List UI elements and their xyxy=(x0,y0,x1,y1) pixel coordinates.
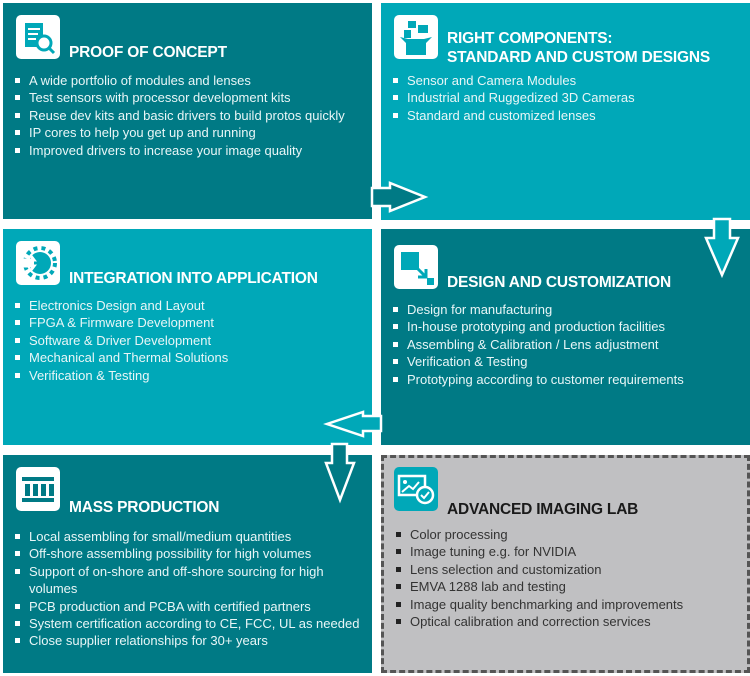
list-item: Verification & Testing xyxy=(14,367,228,384)
list-item: PCB production and PCBA with certified p… xyxy=(14,598,372,615)
list-item: Improved drivers to increase your image … xyxy=(14,142,345,159)
bullet-list: A wide portfolio of modules and lenses T… xyxy=(14,72,345,159)
list-item: Support of on-shore and off-shore sourci… xyxy=(14,563,372,598)
bullet-list: Electronics Design and Layout FPGA & Fir… xyxy=(14,297,228,384)
panel-title: ADVANCED IMAGING LAB xyxy=(447,501,639,518)
list-item: Sensor and Camera Modules xyxy=(392,72,635,89)
bullet-list: Color processing Image tuning e.g. for N… xyxy=(395,526,683,630)
list-item: Color processing xyxy=(395,526,683,543)
panel-title: RIGHT COMPONENTS: STANDARD AND CUSTOM DES… xyxy=(447,29,710,67)
list-item: Assembling & Calibration / Lens adjustme… xyxy=(392,336,684,353)
list-item: Software & Driver Development xyxy=(14,332,228,349)
list-item: Mechanical and Thermal Solutions xyxy=(14,349,228,366)
bullet-list: Local assembling for small/medium quanti… xyxy=(14,528,372,650)
bullet-list: Sensor and Camera Modules Industrial and… xyxy=(392,72,635,124)
title-line: STANDARD AND CUSTOM DESIGNS xyxy=(447,49,710,66)
list-item: Image tuning e.g. for NVIDIA xyxy=(395,543,683,560)
panel-proof-of-concept: PROOF OF CONCEPT A wide portfolio of mod… xyxy=(3,3,372,219)
list-item: FPGA & Firmware Development xyxy=(14,314,228,331)
panel-title: MASS PRODUCTION xyxy=(69,499,220,516)
list-item: EMVA 1288 lab and testing xyxy=(395,578,683,595)
list-item: Local assembling for small/medium quanti… xyxy=(14,528,372,545)
panel-advanced-imaging-lab: ADVANCED IMAGING LAB Color processing Im… xyxy=(381,455,750,673)
panel-title: INTEGRATION INTO APPLICATION xyxy=(69,270,318,287)
list-item: Electronics Design and Layout xyxy=(14,297,228,314)
list-item: A wide portfolio of modules and lenses xyxy=(14,72,345,89)
panel-integration: INTEGRATION INTO APPLICATION Electronics… xyxy=(3,229,372,445)
image-certified-icon xyxy=(394,467,438,511)
document-search-icon xyxy=(16,15,60,59)
panel-design-customization: DESIGN AND CUSTOMIZATION Design for manu… xyxy=(381,229,750,445)
list-item: Prototyping according to customer requir… xyxy=(392,371,684,388)
panel-mass-production: MASS PRODUCTION Local assembling for sma… xyxy=(3,455,372,673)
list-item: Test sensors with processor development … xyxy=(14,89,345,106)
gear-plug-icon xyxy=(16,241,60,285)
list-item: Design for manufacturing xyxy=(392,301,684,318)
bullet-list: Design for manufacturing In-house protot… xyxy=(392,301,684,388)
list-item: In-house prototyping and production faci… xyxy=(392,318,684,335)
list-item: Close supplier relationships for 30+ yea… xyxy=(14,632,372,649)
list-item: Standard and customized lenses xyxy=(392,107,635,124)
title-line: RIGHT COMPONENTS: xyxy=(447,30,613,47)
panel-right-components: RIGHT COMPONENTS: STANDARD AND CUSTOM DES… xyxy=(381,3,750,220)
list-item: Lens selection and customization xyxy=(395,561,683,578)
resize-arrow-icon xyxy=(394,245,438,289)
list-item: Verification & Testing xyxy=(392,353,684,370)
list-item: Off-shore assembling possibility for hig… xyxy=(14,545,372,562)
panel-title: DESIGN AND CUSTOMIZATION xyxy=(447,274,671,291)
list-item: Optical calibration and correction servi… xyxy=(395,613,683,630)
box-components-icon xyxy=(394,15,438,59)
production-line-icon xyxy=(16,467,60,511)
list-item: Industrial and Ruggedized 3D Cameras xyxy=(392,89,635,106)
list-item: IP cores to help you get up and running xyxy=(14,124,345,141)
panel-title: PROOF OF CONCEPT xyxy=(69,44,227,61)
list-item: Reuse dev kits and basic drivers to buil… xyxy=(14,107,345,124)
list-item: System certification according to CE, FC… xyxy=(14,615,372,632)
list-item: Image quality benchmarking and improveme… xyxy=(395,596,683,613)
